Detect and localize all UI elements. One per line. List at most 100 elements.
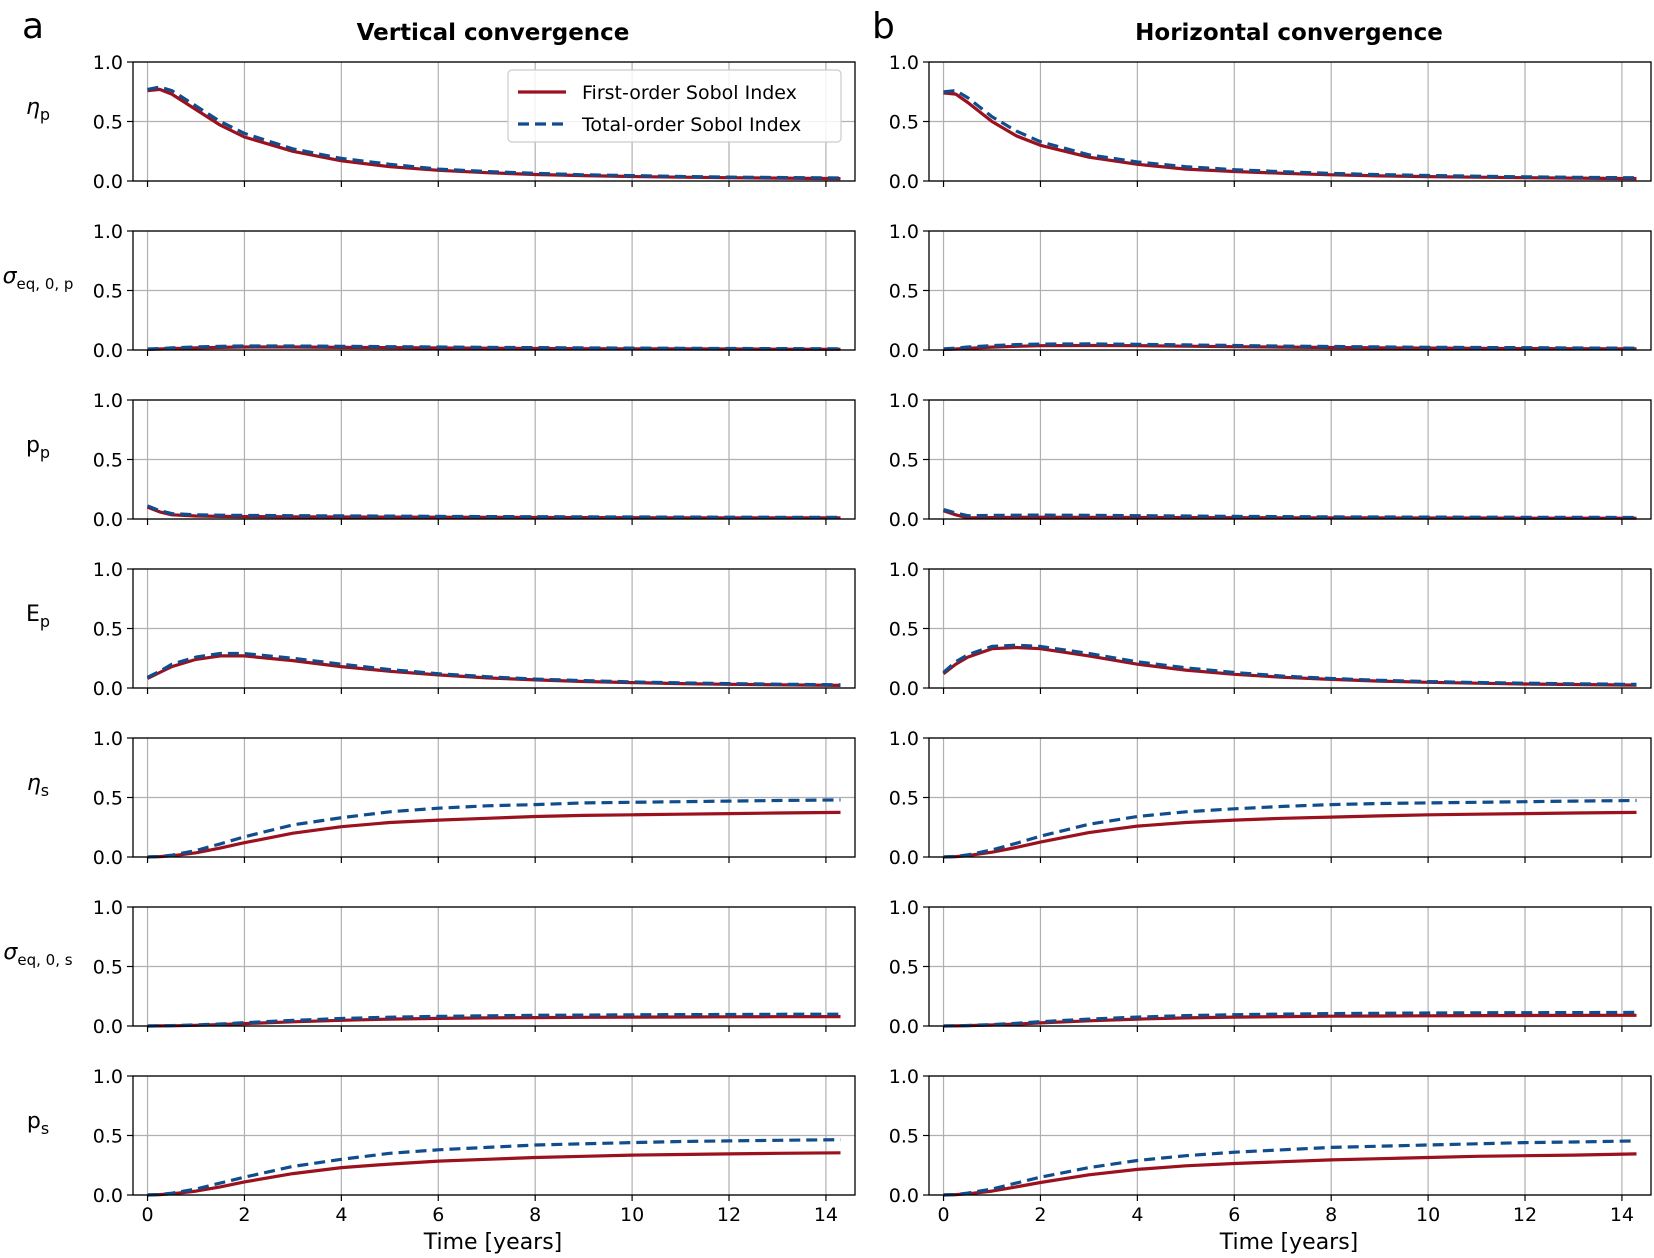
legend-label-first-order: First-order Sobol Index: [582, 82, 797, 104]
row-label-symbol: E: [26, 602, 40, 627]
y-tick-label: 1.0: [93, 1066, 123, 1088]
row-label-subscript: p: [40, 612, 50, 631]
x-tick-label: 12: [717, 1204, 741, 1226]
subplot-horizontal-6: 0.0 0.5 1.0: [889, 897, 1652, 1038]
x-tick-label: 12: [1513, 1204, 1537, 1226]
y-tick-label: 0.0: [889, 1016, 919, 1038]
x-tick-label: 4: [1131, 1204, 1143, 1226]
subplot-horizontal-1: 0.0 0.5 1.0: [889, 52, 1652, 193]
series-line-total-order: [943, 1010, 1637, 1028]
panel-title-vertical: Vertical convergence: [357, 20, 630, 46]
series-line-first-order: [942, 645, 1637, 687]
x-tick-label: 8: [1325, 1204, 1337, 1226]
series-line-first-order: [147, 87, 841, 181]
y-tick-label: 1.0: [889, 1066, 919, 1088]
y-tick-label: 0.5: [889, 957, 919, 979]
subplot-vertical-6: 0.0 0.5 1.0 σeq, 0, s: [3, 897, 856, 1038]
series-line-first-order: [146, 505, 841, 520]
y-tick-label: 0.5: [93, 450, 123, 472]
x-tick-label: 4: [335, 1204, 347, 1226]
series-line-total-order: [147, 344, 841, 351]
x-tick-label: 0: [141, 1204, 153, 1226]
series-line-total-order: [147, 798, 841, 859]
row-label-6: σeq, 0, s: [3, 940, 72, 969]
y-tick-label: 1.0: [889, 897, 919, 919]
series-line-total-order: [943, 88, 1637, 180]
subplot-horizontal-5: 0.0 0.5 1.0: [889, 728, 1652, 869]
series-line-total-order: [943, 342, 1637, 351]
row-label-symbol: η: [26, 95, 40, 120]
y-tick-label: 0.5: [93, 788, 123, 810]
y-tick-label: 0.5: [889, 619, 919, 641]
x-tick-label: 6: [1228, 1204, 1240, 1226]
y-tick-label: 0.5: [889, 788, 919, 810]
y-tick-label: 1.0: [889, 52, 919, 74]
panel-letter-b: b: [872, 6, 895, 47]
x-tick-label: 10: [620, 1204, 644, 1226]
row-label-subscript: s: [41, 781, 49, 800]
y-tick-label: 0.5: [889, 1126, 919, 1148]
series-line-total-order: [147, 1012, 841, 1028]
legend: First-order Sobol Index Total-order Sobol…: [507, 69, 842, 143]
y-tick-label: 1.0: [93, 52, 123, 74]
x-tick-label: 14: [1610, 1204, 1634, 1226]
series-line-total-order: [942, 643, 1637, 686]
y-tick-label: 0.0: [93, 171, 123, 193]
row-label-subscript: eq, 0, p: [17, 275, 74, 293]
subplot-horizontal-7: 0.0 0.5 1.0 0 2 4 6 8 10 12 14: [889, 1066, 1652, 1226]
y-tick-label: 0.5: [93, 619, 123, 641]
subplot-vertical-5: 0.0 0.5 1.0 ηs: [27, 728, 856, 869]
y-tick-label: 0.0: [93, 678, 123, 700]
y-tick-label: 1.0: [93, 221, 123, 243]
series-line-total-order: [146, 651, 841, 687]
y-tick-label: 0.0: [889, 1185, 919, 1207]
y-tick-label: 0.5: [93, 957, 123, 979]
row-label-symbol: p: [27, 1109, 41, 1134]
subplot-horizontal-3: 0.0 0.5 1.0: [889, 390, 1652, 531]
row-label-symbol: p: [26, 433, 40, 458]
legend-box: [507, 69, 842, 143]
subplot-vertical-4: 0.0 0.5 1.0 Ep: [26, 559, 856, 700]
row-label-symbol: η: [27, 771, 41, 796]
y-tick-label: 0.5: [889, 112, 919, 134]
series-line-total-order: [943, 1139, 1637, 1197]
x-tick-label: 14: [814, 1204, 838, 1226]
y-tick-label: 1.0: [93, 728, 123, 750]
x-tick-label: 0: [937, 1204, 949, 1226]
row-label-3: pp: [26, 433, 50, 462]
row-label-7: ps: [27, 1109, 49, 1138]
row-label-subscript: eq, 0, s: [17, 951, 72, 969]
series-line-first-order: [942, 509, 1637, 520]
subplot-vertical-3: 0.0 0.5 1.0 pp: [26, 390, 856, 531]
subplot-vertical-7: 0.0 0.5 1.0 0 2 4 6 8 10 12 14 ps: [27, 1066, 856, 1226]
row-label-4: Ep: [26, 602, 50, 631]
y-tick-label: 0.0: [93, 1185, 123, 1207]
x-tick-label: 10: [1416, 1204, 1440, 1226]
row-label-subscript: p: [40, 105, 50, 124]
y-tick-label: 1.0: [889, 390, 919, 412]
y-tick-label: 0.0: [889, 171, 919, 193]
y-tick-label: 0.5: [93, 112, 123, 134]
x-tick-label: 6: [432, 1204, 444, 1226]
y-tick-label: 1.0: [93, 390, 123, 412]
y-tick-label: 0.0: [889, 509, 919, 531]
y-tick-label: 0.0: [93, 847, 123, 869]
x-tick-label: 2: [238, 1204, 250, 1226]
series-line-first-order: [943, 91, 1637, 181]
series-line-total-order: [943, 507, 1637, 520]
x-axis-label-right: Time [years]: [1219, 1230, 1359, 1255]
panel-title-horizontal: Horizontal convergence: [1135, 20, 1443, 46]
row-label-symbol: σ: [3, 264, 18, 289]
y-tick-label: 0.5: [93, 281, 123, 303]
row-label-1: ηp: [26, 95, 50, 124]
series-line-first-order: [147, 810, 841, 859]
y-tick-label: 0.5: [93, 1126, 123, 1148]
series-line-total-order: [147, 85, 841, 180]
y-tick-label: 1.0: [889, 559, 919, 581]
y-tick-label: 0.0: [93, 509, 123, 531]
subplot-horizontal-2: 0.0 0.5 1.0: [889, 221, 1652, 362]
series-line-first-order: [146, 654, 841, 687]
series-line-total-order: [943, 798, 1637, 859]
